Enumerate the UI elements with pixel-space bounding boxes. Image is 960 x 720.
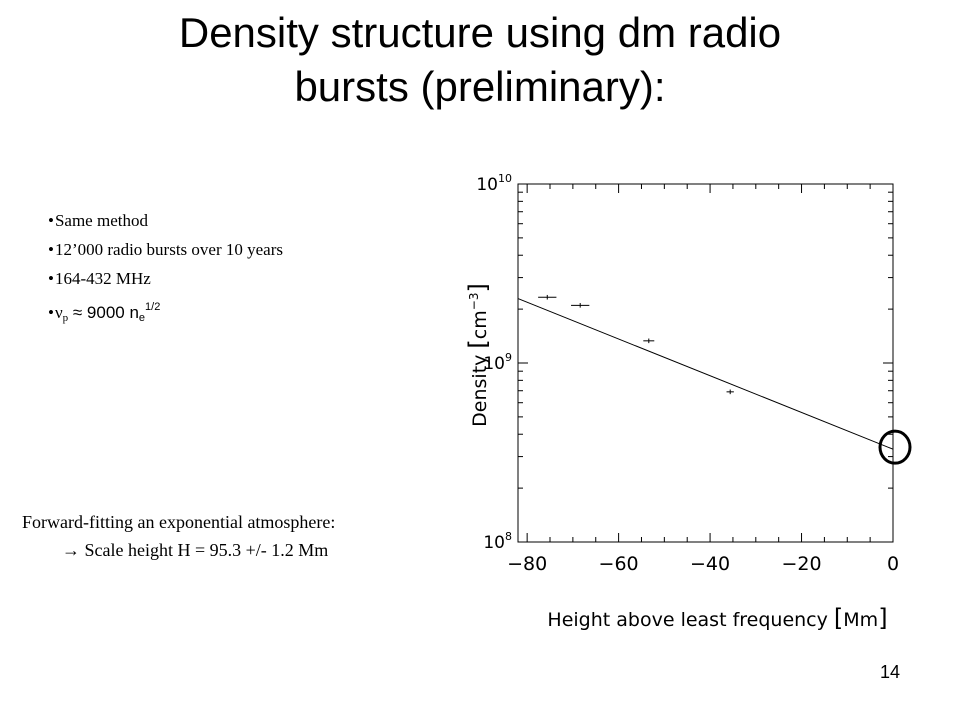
nu-symbol: ν: [54, 303, 63, 322]
fit-text-line1: Forward-fitting an exponential atmospher…: [22, 512, 336, 532]
bullet-radio-bursts: 12’000 radio bursts over 10 years: [48, 235, 283, 264]
page-number: 14: [880, 662, 901, 682]
slide-title: Density structure using dm radio bursts …: [0, 6, 960, 114]
fit-line: [517, 298, 894, 450]
slide-title-line2: bursts (preliminary):: [294, 63, 666, 110]
slide-title-line1: Density structure using dm radio: [178, 9, 782, 56]
plot-area: −80 −60 −40 −20 0 108 109 1010 Height above leas…: [464, 172, 912, 632]
y-axis-label: Density [cm−3]: [464, 283, 492, 427]
bullet-list: Same method 12’000 radio bursts over 10 …: [48, 206, 283, 333]
plot-frame: [517, 183, 894, 543]
highlight-circle: [878, 429, 912, 465]
x-tick-label: −40: [690, 553, 730, 575]
scale-height-value: Scale height H = 95.3 +/- 1.2 Mm: [80, 540, 329, 560]
x-tick-label: −80: [507, 553, 547, 575]
y-tick-label: 109: [483, 351, 512, 374]
bullet-same-method: Same method: [48, 206, 283, 235]
formula-exponent: 1/2: [145, 301, 161, 313]
x-tick-label: 0: [887, 553, 899, 575]
fit-text: Forward-fitting an exponential atmospher…: [22, 508, 452, 564]
n-subscript: e: [138, 312, 146, 324]
bullet-plasma-frequency-formula: νp ≈ 9000 ne1/2: [48, 293, 283, 333]
x-tick-label: −60: [599, 553, 639, 575]
x-axis-label: Height above least frequency [Mm]: [547, 604, 887, 632]
nu-subscript: p: [62, 312, 69, 324]
y-tick-label: 108: [483, 530, 512, 553]
arrow-icon: →: [62, 540, 80, 560]
y-tick-label: 1010: [476, 172, 512, 195]
fit-text-line2: → Scale height H = 95.3 +/- 1.2 Mm: [22, 536, 452, 564]
bullet-frequency-range: 164-432 MHz: [48, 264, 283, 293]
formula-body: ≈ 9000 n: [68, 303, 139, 322]
x-tick-label: −20: [781, 553, 821, 575]
